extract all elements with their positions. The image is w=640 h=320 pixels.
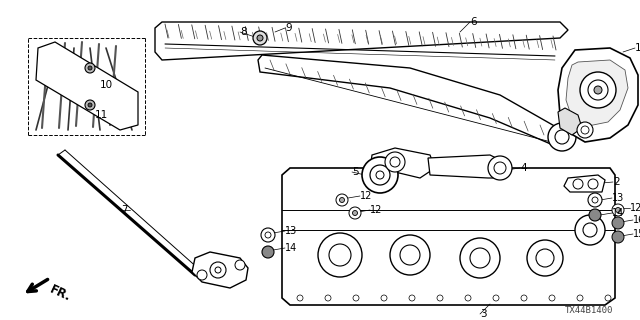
Circle shape [215,267,221,273]
Polygon shape [564,175,605,192]
Polygon shape [368,148,435,185]
Polygon shape [36,42,138,130]
Circle shape [297,295,303,301]
Circle shape [390,235,430,275]
Circle shape [257,35,263,41]
Circle shape [616,207,621,212]
Circle shape [612,217,624,229]
Text: 14: 14 [285,243,297,253]
Text: 12: 12 [360,191,372,201]
Circle shape [88,103,92,107]
Text: 11: 11 [95,110,108,120]
Circle shape [583,223,597,237]
Circle shape [536,249,554,267]
Text: 9: 9 [285,23,292,33]
Circle shape [353,211,358,215]
Circle shape [549,295,555,301]
Text: 15: 15 [633,229,640,239]
Circle shape [580,72,616,108]
Circle shape [85,100,95,110]
Circle shape [588,193,602,207]
Circle shape [325,295,331,301]
Circle shape [381,295,387,301]
Circle shape [318,233,362,277]
Text: 4: 4 [520,163,527,173]
Circle shape [521,295,527,301]
Circle shape [573,179,583,189]
Circle shape [494,162,506,174]
Polygon shape [566,60,628,126]
Text: 13: 13 [285,226,297,236]
Circle shape [612,231,624,243]
Circle shape [577,122,593,138]
Text: 1: 1 [635,43,640,53]
Polygon shape [282,168,615,305]
Circle shape [409,295,415,301]
Polygon shape [558,108,582,135]
Circle shape [465,295,471,301]
Circle shape [594,86,602,94]
Circle shape [349,207,361,219]
Circle shape [197,270,207,280]
Circle shape [370,165,390,185]
Circle shape [581,126,589,134]
Circle shape [460,238,500,278]
Text: 2: 2 [613,177,620,187]
Circle shape [85,63,95,73]
Circle shape [353,295,359,301]
Circle shape [437,295,443,301]
Circle shape [329,244,351,266]
Circle shape [210,262,226,278]
Text: 8: 8 [240,27,246,37]
Circle shape [336,194,348,206]
Polygon shape [258,55,568,148]
Circle shape [577,295,583,301]
Text: TX44B1400: TX44B1400 [565,306,613,315]
Circle shape [488,156,512,180]
Text: 6: 6 [470,17,477,27]
Circle shape [376,171,384,179]
Circle shape [588,179,598,189]
Circle shape [575,215,605,245]
Circle shape [262,246,274,258]
Text: 12: 12 [370,205,382,215]
Circle shape [605,295,611,301]
Circle shape [493,295,499,301]
Circle shape [588,80,608,100]
Polygon shape [558,48,638,142]
Circle shape [589,209,601,221]
Polygon shape [428,155,510,178]
Circle shape [362,157,398,193]
Text: FR.: FR. [48,283,74,304]
Circle shape [265,232,271,238]
Circle shape [385,152,405,172]
Text: 14: 14 [612,208,624,218]
Text: 3: 3 [480,309,486,319]
Circle shape [390,157,400,167]
Text: 13: 13 [612,193,624,203]
Circle shape [400,245,420,265]
Polygon shape [192,252,248,288]
Circle shape [235,260,245,270]
Circle shape [470,248,490,268]
Text: 7: 7 [121,205,127,215]
Text: 5: 5 [352,167,358,177]
Circle shape [253,31,267,45]
Circle shape [261,228,275,242]
Circle shape [88,66,92,70]
Circle shape [527,240,563,276]
Text: 10: 10 [100,80,113,90]
Circle shape [612,204,624,216]
Circle shape [592,197,598,203]
Circle shape [555,130,569,144]
Circle shape [339,197,344,203]
Text: 16: 16 [633,215,640,225]
Polygon shape [155,22,568,60]
Circle shape [548,123,576,151]
Text: 12: 12 [630,203,640,213]
